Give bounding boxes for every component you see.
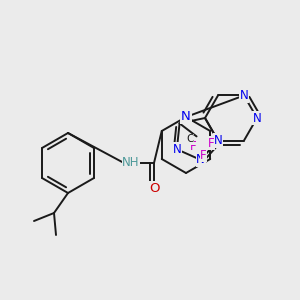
Text: N: N [196,153,205,166]
Text: N: N [172,143,181,156]
Text: N: N [253,112,261,124]
Text: NH: NH [122,157,140,169]
Text: C: C [186,134,193,144]
Text: N: N [181,110,191,124]
Text: N: N [240,89,248,102]
Text: F: F [190,140,197,153]
Text: F: F [208,137,215,150]
Text: N: N [214,134,222,147]
Text: O: O [149,182,159,194]
Text: F: F [200,149,207,162]
